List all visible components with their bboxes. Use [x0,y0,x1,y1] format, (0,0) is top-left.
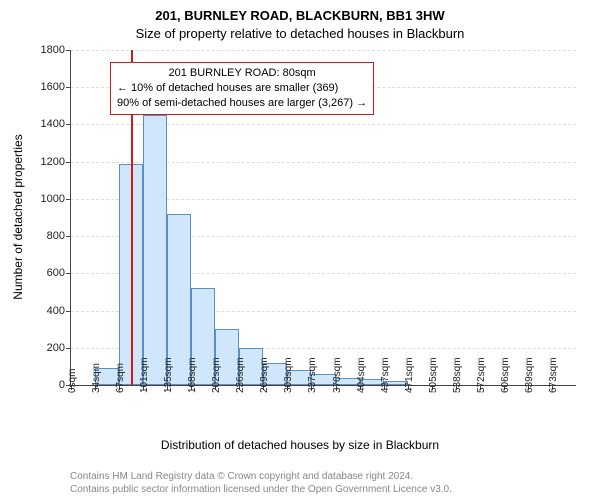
callout-box: 201 BURNLEY ROAD: 80sqm ← 10% of detache… [110,62,374,115]
xtick-label: 404sqm [356,357,367,393]
xtick-label: 0sqm [67,369,78,393]
xtick-label: 505sqm [428,357,439,393]
ytick-label: 1200 [41,156,71,168]
xtick-label: 639sqm [524,357,535,393]
xtick-label: 34sqm [91,363,102,393]
footer-text: Contains HM Land Registry data © Crown c… [70,470,452,496]
xtick-label: 168sqm [187,357,198,393]
xtick-label: 538sqm [452,357,463,393]
xtick-label: 337sqm [307,357,318,393]
xtick-label: 101sqm [139,357,150,393]
ytick-label: 1800 [41,44,71,56]
xtick-label: 673sqm [548,357,559,393]
ytick-label: 1600 [41,81,71,93]
xtick-label: 572sqm [476,357,487,393]
xtick-label: 437sqm [380,357,391,393]
x-axis-label: Distribution of detached houses by size … [0,438,600,452]
xtick-label: 135sqm [163,357,174,393]
ytick-label: 800 [47,230,71,242]
chart-title-line1: 201, BURNLEY ROAD, BLACKBURN, BB1 3HW [0,8,600,23]
ytick-label: 1000 [41,193,71,205]
chart-container: 201, BURNLEY ROAD, BLACKBURN, BB1 3HW Si… [0,0,600,500]
ytick-label: 1400 [41,118,71,130]
y-axis-label: Number of detached properties [11,134,25,299]
callout-line3: 90% of semi-detached houses are larger (… [117,96,367,111]
grid-line [71,50,576,51]
xtick-label: 471sqm [404,357,415,393]
ytick-label: 400 [47,305,71,317]
callout-line1: 201 BURNLEY ROAD: 80sqm [117,66,367,81]
ytick-label: 600 [47,267,71,279]
xtick-label: 236sqm [235,357,246,393]
ytick-label: 200 [47,342,71,354]
footer-line1: Contains HM Land Registry data © Crown c… [70,470,452,483]
xtick-label: 606sqm [500,357,511,393]
footer-line2: Contains public sector information licen… [70,483,452,496]
chart-title-line2: Size of property relative to detached ho… [0,26,600,41]
xtick-label: 303sqm [283,357,294,393]
xtick-label: 67sqm [115,363,126,393]
callout-line2: ← 10% of detached houses are smaller (36… [117,81,367,96]
histogram-bar [143,115,167,385]
xtick-label: 269sqm [259,357,270,393]
xtick-label: 370sqm [332,357,343,393]
xtick-label: 202sqm [211,357,222,393]
